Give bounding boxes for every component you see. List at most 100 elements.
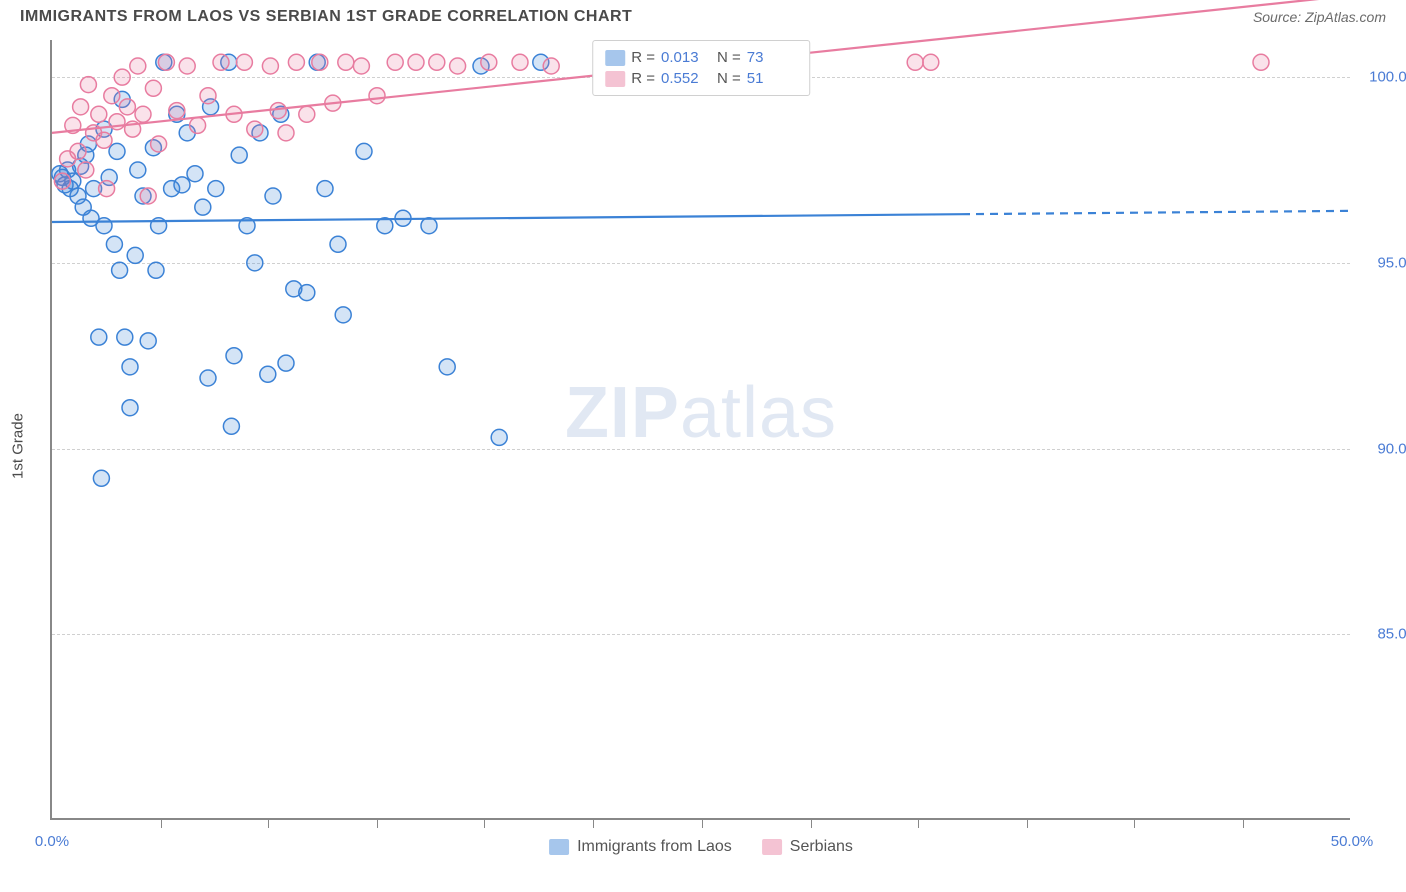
data-point-laos — [93, 470, 109, 486]
legend-swatch-serbians — [605, 71, 625, 87]
data-point-serbians — [481, 54, 497, 70]
data-point-serbians — [99, 181, 115, 197]
data-point-laos — [96, 218, 112, 234]
data-point-serbians — [130, 58, 146, 74]
data-point-serbians — [299, 106, 315, 122]
data-point-laos — [260, 366, 276, 382]
data-point-serbians — [353, 58, 369, 74]
chart-svg — [52, 40, 1350, 818]
legend-bottom-swatch-laos — [549, 839, 569, 855]
data-point-laos — [122, 359, 138, 375]
trendline-dash-laos — [962, 211, 1352, 214]
data-point-serbians — [278, 125, 294, 141]
legend-r-value-serbians: 0.552 — [661, 70, 711, 87]
data-point-laos — [439, 359, 455, 375]
legend-n-label: N = — [717, 70, 741, 87]
legend-correlation-box: R = 0.013 N = 73 R = 0.552 N = 51 — [592, 40, 810, 96]
legend-item-serbians: Serbians — [762, 838, 853, 856]
xtick — [1027, 818, 1028, 828]
data-point-laos — [112, 262, 128, 278]
xtick — [484, 818, 485, 828]
data-point-serbians — [288, 54, 304, 70]
data-point-laos — [247, 255, 263, 271]
data-point-laos — [91, 329, 107, 345]
legend-r-label: R = — [631, 49, 655, 66]
data-point-laos — [117, 329, 133, 345]
data-point-laos — [265, 188, 281, 204]
data-point-serbians — [169, 103, 185, 119]
ytick-label: 85.0% — [1360, 626, 1406, 643]
data-point-serbians — [236, 54, 252, 70]
data-point-serbians — [119, 99, 135, 115]
data-point-laos — [187, 166, 203, 182]
xtick — [161, 818, 162, 828]
data-point-serbians — [338, 54, 354, 70]
data-point-laos — [226, 348, 242, 364]
xtick-label: 50.0% — [1331, 833, 1374, 850]
data-point-laos — [130, 162, 146, 178]
data-point-laos — [122, 400, 138, 416]
xtick — [1243, 818, 1244, 828]
data-point-laos — [491, 429, 507, 445]
ytick-label: 95.0% — [1360, 254, 1406, 271]
data-point-serbians — [145, 80, 161, 96]
data-point-laos — [335, 307, 351, 323]
data-point-laos — [127, 247, 143, 263]
data-point-serbians — [78, 162, 94, 178]
data-point-serbians — [408, 54, 424, 70]
data-point-serbians — [213, 54, 229, 70]
source-prefix: Source: — [1253, 9, 1305, 25]
source-attribution: Source: ZipAtlas.com — [1253, 9, 1386, 25]
data-point-laos — [109, 143, 125, 159]
data-point-serbians — [151, 136, 167, 152]
data-point-laos — [330, 236, 346, 252]
data-point-serbians — [907, 54, 923, 70]
chart-plot-area: ZIPatlas R = 0.013 N = 73 R = 0.552 N = … — [50, 40, 1350, 820]
xtick — [702, 818, 703, 828]
xtick — [377, 818, 378, 828]
data-point-laos — [140, 333, 156, 349]
data-point-laos — [223, 418, 239, 434]
xtick — [1134, 818, 1135, 828]
legend-n-value-laos: 73 — [747, 49, 797, 66]
data-point-serbians — [179, 58, 195, 74]
legend-bottom-swatch-serbians — [762, 839, 782, 855]
legend-label-laos: Immigrants from Laos — [577, 838, 732, 856]
data-point-serbians — [96, 132, 112, 148]
xtick — [268, 818, 269, 828]
y-axis-label: 1st Grade — [10, 413, 27, 479]
legend-n-label: N = — [717, 49, 741, 66]
data-point-serbians — [135, 106, 151, 122]
legend-swatch-laos — [605, 50, 625, 66]
data-point-serbians — [923, 54, 939, 70]
data-point-laos — [278, 355, 294, 371]
data-point-serbians — [369, 88, 385, 104]
xtick — [593, 818, 594, 828]
data-point-laos — [195, 199, 211, 215]
data-point-laos — [317, 181, 333, 197]
legend-row-laos: R = 0.013 N = 73 — [605, 47, 797, 68]
data-point-serbians — [429, 54, 445, 70]
data-point-serbians — [190, 117, 206, 133]
data-point-laos — [231, 147, 247, 163]
source-name: ZipAtlas.com — [1305, 9, 1386, 25]
legend-series: Immigrants from Laos Serbians — [549, 838, 853, 856]
data-point-serbians — [1253, 54, 1269, 70]
legend-item-laos: Immigrants from Laos — [549, 838, 732, 856]
data-point-serbians — [262, 58, 278, 74]
data-point-serbians — [247, 121, 263, 137]
data-point-laos — [148, 262, 164, 278]
data-point-serbians — [200, 88, 216, 104]
data-point-serbians — [73, 99, 89, 115]
data-point-serbians — [543, 58, 559, 74]
data-point-serbians — [54, 173, 70, 189]
xtick — [811, 818, 812, 828]
data-point-laos — [174, 177, 190, 193]
legend-label-serbians: Serbians — [790, 838, 853, 856]
trendline-laos — [52, 214, 962, 222]
data-point-serbians — [387, 54, 403, 70]
data-point-laos — [356, 143, 372, 159]
data-point-serbians — [80, 77, 96, 93]
data-point-serbians — [104, 88, 120, 104]
data-point-serbians — [512, 54, 528, 70]
